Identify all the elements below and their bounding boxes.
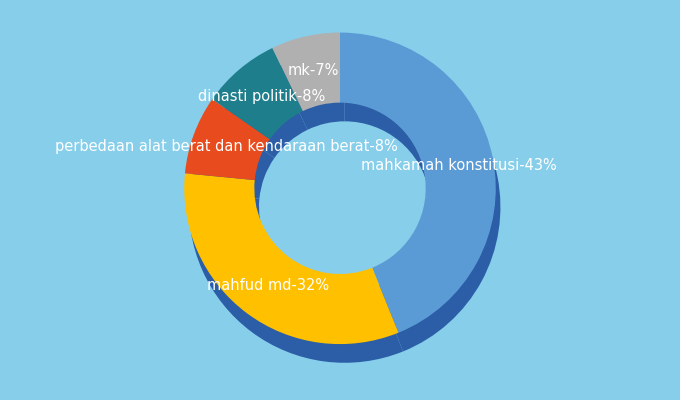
Text: mahkamah konstitusi-43%: mahkamah konstitusi-43%: [360, 158, 556, 173]
Wedge shape: [273, 32, 340, 111]
Wedge shape: [185, 99, 270, 180]
Wedge shape: [184, 173, 398, 344]
Text: mahfud md-32%: mahfud md-32%: [207, 278, 329, 292]
Wedge shape: [340, 32, 496, 333]
Text: dinasti politik-8%: dinasti politik-8%: [198, 89, 325, 104]
Wedge shape: [189, 192, 403, 363]
Wedge shape: [217, 67, 307, 158]
Wedge shape: [190, 118, 275, 199]
Wedge shape: [345, 51, 500, 351]
Text: perbedaan alat berat dan kendaraan berat-8%: perbedaan alat berat dan kendaraan berat…: [55, 139, 398, 154]
Text: mk-7%: mk-7%: [288, 63, 339, 78]
Wedge shape: [277, 51, 345, 130]
Wedge shape: [212, 48, 303, 139]
